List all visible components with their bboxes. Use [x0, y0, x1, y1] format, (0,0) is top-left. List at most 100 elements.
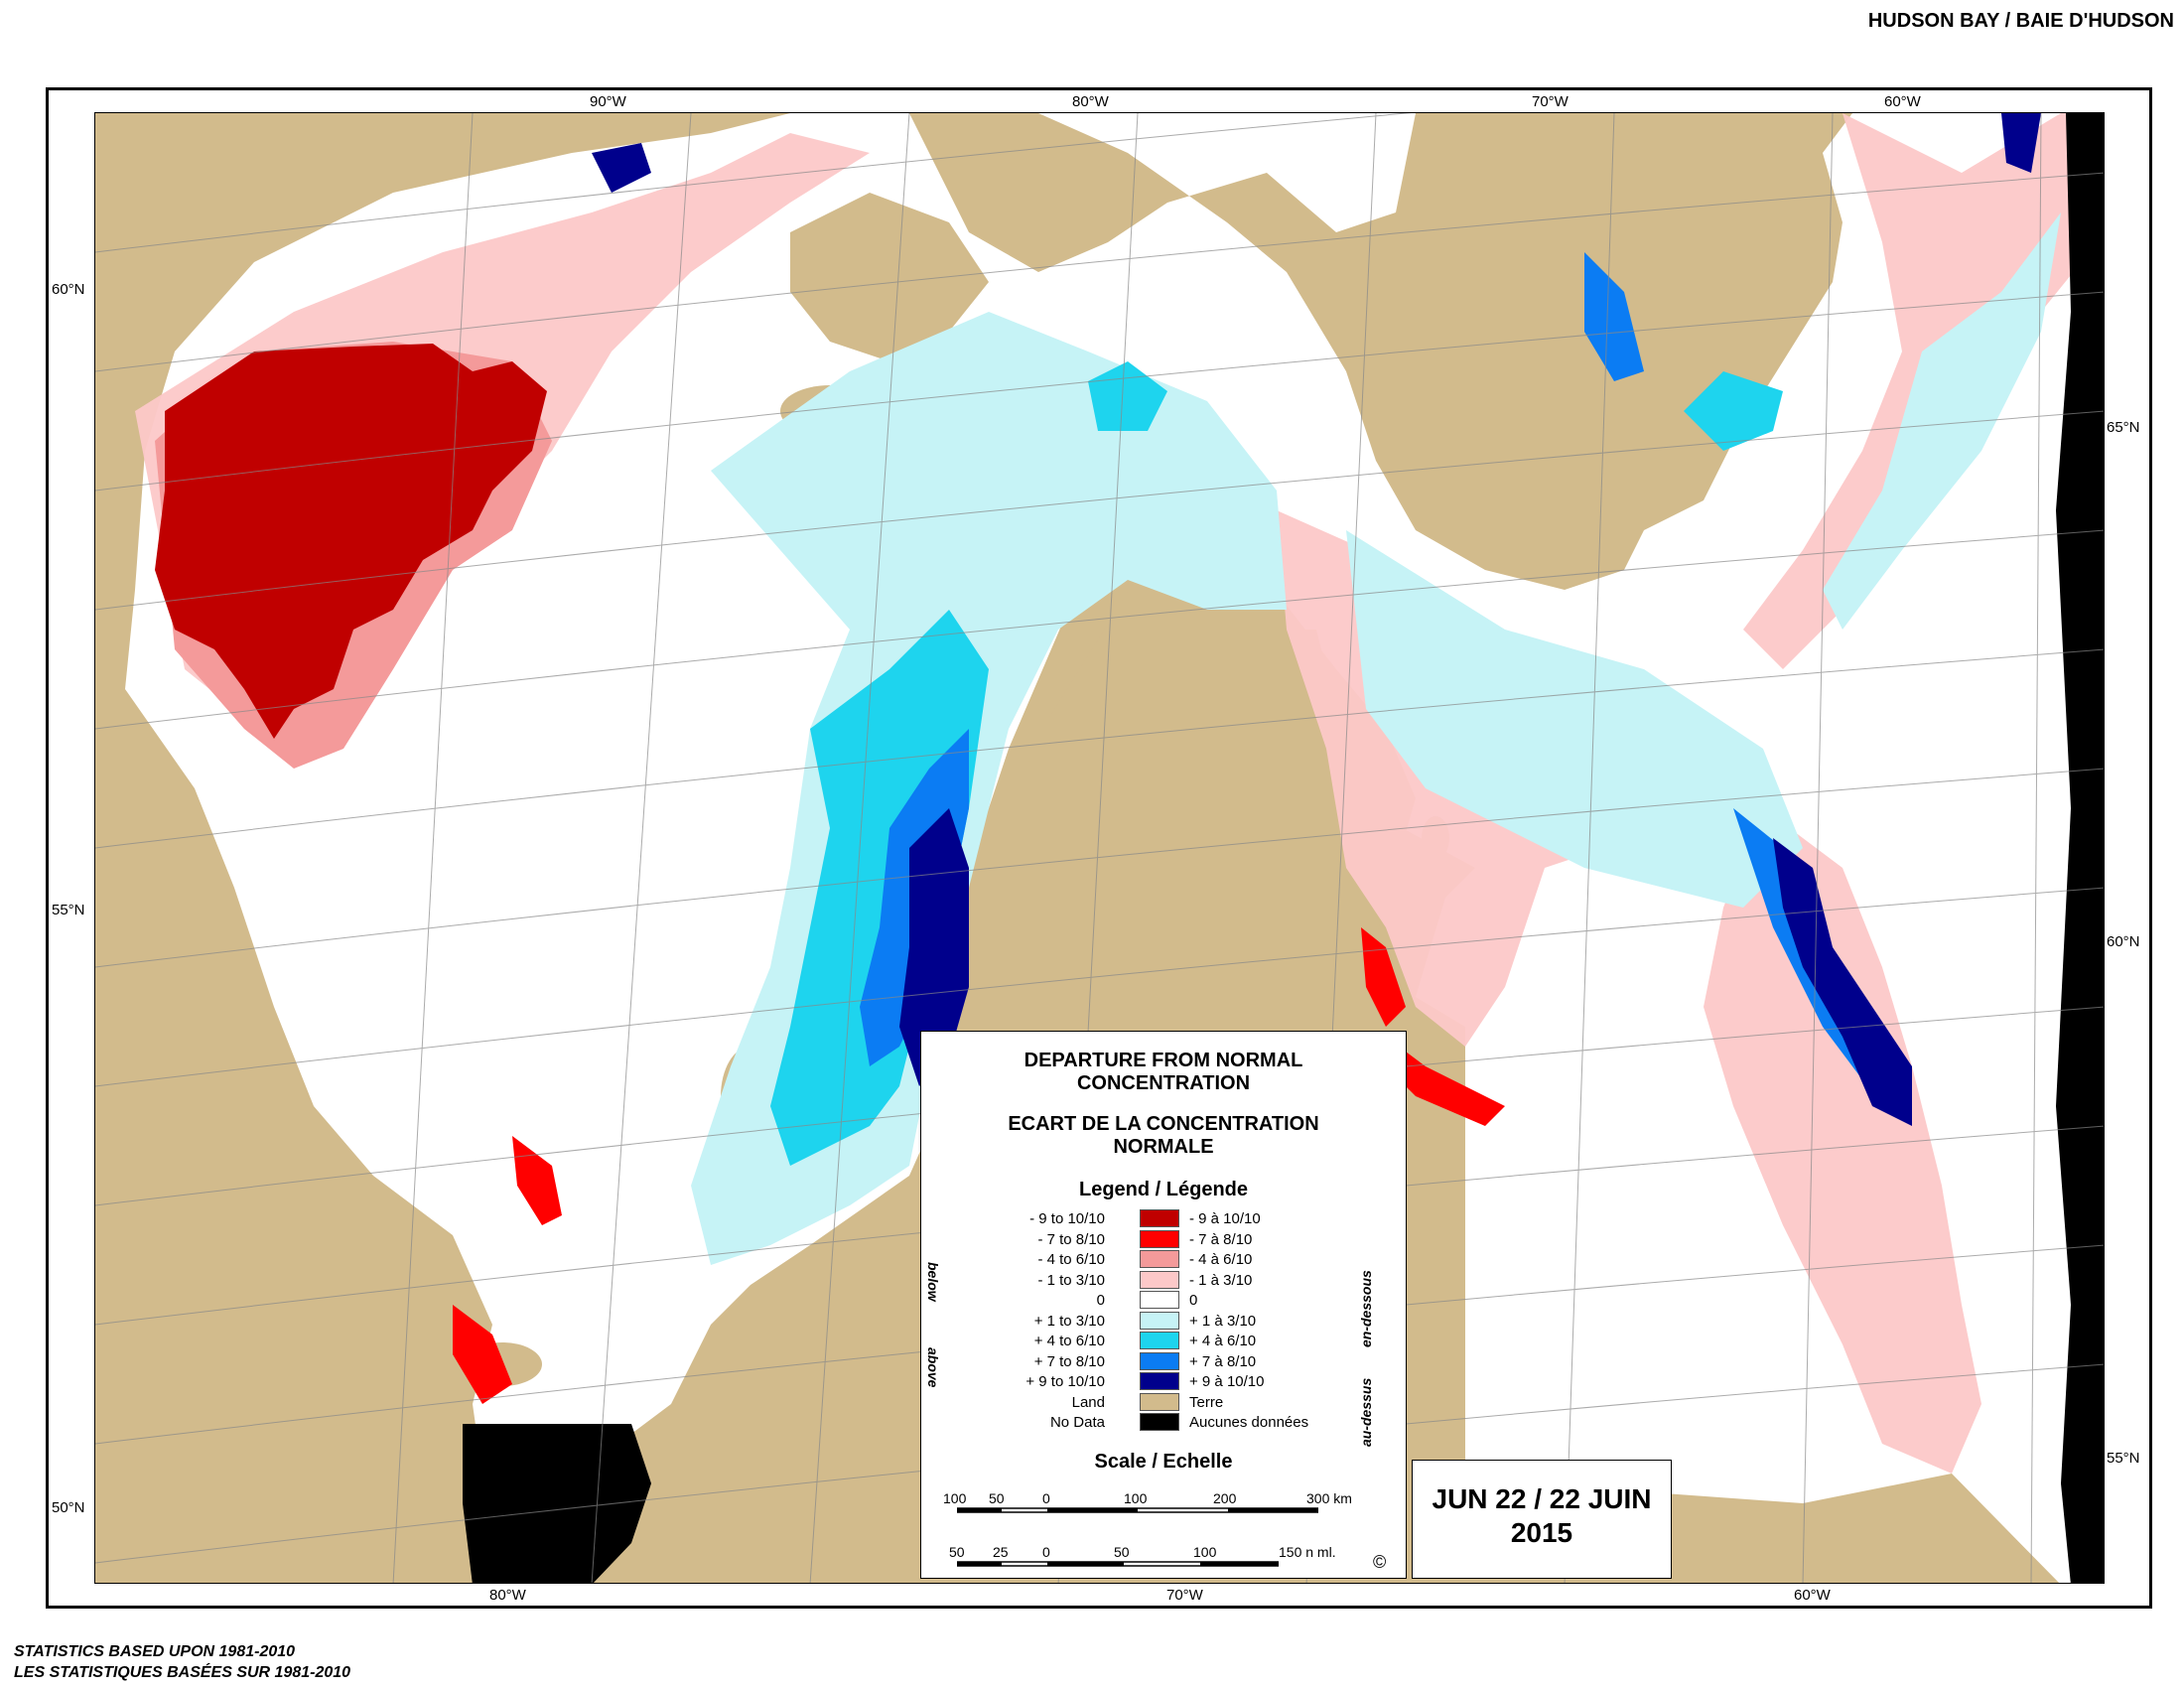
- legend-label-en: - 9 to 10/10: [1029, 1210, 1105, 1227]
- legend-row: - 1 to 3/10 - 1 à 3/10: [921, 1270, 1406, 1291]
- scale-heading: Scale / Echelle: [1094, 1451, 1233, 1473]
- ice-zone-above-1-3: [1823, 212, 2061, 630]
- ice-zone-above-9-10: [1773, 838, 1912, 1126]
- legend-row: + 4 to 6/10 + 4 à 6/10: [921, 1331, 1406, 1351]
- lat-label-left: 60°N: [52, 281, 85, 298]
- legend-row: - 7 to 8/10 - 7 à 8/10: [921, 1229, 1406, 1250]
- ice-zone-below-1-3: [1704, 808, 1981, 1474]
- legend-title-en: DEPARTURE FROM NORMAL CONCENTRATION: [1024, 1050, 1303, 1094]
- legend-row: + 9 to 10/10 + 9 à 10/10: [921, 1371, 1406, 1392]
- legend-label-fr: - 9 à 10/10: [1189, 1210, 1261, 1227]
- ice-zone-below-7-8: [1361, 927, 1406, 1027]
- legend-row: - 4 to 6/10 - 4 à 6/10: [921, 1249, 1406, 1270]
- legend-swatch: [1140, 1392, 1179, 1411]
- scale-km-tick: 0: [1042, 1490, 1050, 1506]
- lon-label-bottom: 70°W: [1166, 1587, 1203, 1604]
- scale-km-tick: 100: [943, 1490, 967, 1506]
- lat-label-right: 65°N: [2107, 419, 2140, 436]
- lat-label-left: 55°N: [52, 902, 85, 918]
- legend-label-fr: + 9 à 10/10: [1189, 1373, 1265, 1390]
- legend-title-fr: ECART DE LA CONCENTRATION NORMALE: [1008, 1113, 1319, 1158]
- ice-zone-above-9-10: [592, 143, 651, 193]
- footer-statistics-fr: LES STATISTIQUES BASÉES SUR 1981-2010: [14, 1664, 351, 1681]
- legend-label-en: No Data: [1049, 1414, 1105, 1431]
- southampton-island: [790, 193, 989, 361]
- ice-zone-above-4-6: [770, 610, 989, 1166]
- legend-swatch: [1140, 1229, 1179, 1248]
- legend-label-en: + 9 to 10/10: [1025, 1373, 1105, 1390]
- legend-label-en: + 1 to 3/10: [1033, 1312, 1105, 1330]
- legend-label-fr: + 1 à 3/10: [1189, 1312, 1257, 1330]
- legend-swatch: [1140, 1250, 1179, 1268]
- legend-swatch: [1140, 1413, 1179, 1431]
- lon-label-top: 70°W: [1532, 93, 1569, 110]
- ice-zone-above-9-10: [899, 808, 969, 1086]
- scale-nmi-tick: 50: [1114, 1544, 1130, 1560]
- legend-label-en: - 4 to 6/10: [1037, 1251, 1105, 1268]
- ice-zone-below-9-10: [155, 344, 547, 739]
- legend-heading: Legend / Légende: [1078, 1179, 1249, 1200]
- legend-label-fr: + 7 à 8/10: [1189, 1352, 1257, 1370]
- legend-swatch: [1140, 1332, 1179, 1349]
- scale-km-tick: 300 km: [1306, 1490, 1352, 1506]
- legend-swatch: [1140, 1311, 1179, 1330]
- scale-nmi-tick: 50: [949, 1544, 965, 1560]
- lon-label-top: 80°W: [1072, 93, 1109, 110]
- ice-zone-above-7-8: [1584, 252, 1644, 381]
- baffin-island: [909, 113, 1852, 590]
- lat-label-right: 55°N: [2107, 1450, 2140, 1467]
- lon-label-top: 90°W: [590, 93, 626, 110]
- legend-row: + 7 to 8/10 + 7 à 8/10: [921, 1351, 1406, 1372]
- legend-row: Land Terre: [921, 1392, 1406, 1413]
- scale-nmi-tick: 150 n ml.: [1279, 1544, 1336, 1560]
- date-year: 2015: [1510, 1517, 1573, 1548]
- legend-label-en: + 7 to 8/10: [1033, 1352, 1105, 1370]
- legend-label-en: - 1 to 3/10: [1037, 1271, 1105, 1289]
- legend-row: + 1 to 3/10 + 1 à 3/10: [921, 1311, 1406, 1332]
- legend-label-fr: + 4 à 6/10: [1189, 1333, 1257, 1349]
- legend-swatch: [1140, 1351, 1179, 1370]
- scale-km-tick: 50: [989, 1490, 1005, 1506]
- scale-km-tick: 200: [1213, 1490, 1237, 1506]
- ice-zone-below-7-8: [1386, 1037, 1505, 1126]
- legend-panel: DEPARTURE FROM NORMAL CONCENTRATION ECAR…: [920, 1031, 1407, 1579]
- legend-label-fr: Terre: [1189, 1393, 1224, 1411]
- legend-label-fr: - 4 à 6/10: [1189, 1251, 1253, 1268]
- ice-zone-above-9-10: [2001, 113, 2041, 173]
- ice-zone-below-7-8: [453, 1305, 512, 1404]
- scale-km-tick: 100: [1124, 1490, 1148, 1506]
- legend-label-en: + 4 to 6/10: [1033, 1333, 1105, 1349]
- ice-zone-above-4-6: [1684, 371, 1783, 451]
- scale-bars: [957, 1507, 1318, 1567]
- date-panel: JUN 22 / 22 JUIN 2015: [1412, 1460, 1672, 1579]
- legend-label-en: Land: [1071, 1393, 1105, 1411]
- no-data-strip: [2056, 113, 2104, 1583]
- legend-swatch: [1140, 1291, 1179, 1309]
- region-title: HUDSON BAY / BAIE D'HUDSON: [1867, 10, 2174, 32]
- legend-swatch: [1140, 1209, 1179, 1227]
- ice-zone-above-1-3: [1346, 530, 1803, 908]
- copyright-symbol: ©: [1373, 1552, 1387, 1572]
- lat-label-right: 60°N: [2107, 933, 2140, 950]
- legend-row: - 9 to 10/10 - 9 à 10/10: [921, 1208, 1406, 1229]
- lon-label-bottom: 80°W: [489, 1587, 526, 1604]
- legend-swatch: [1140, 1372, 1179, 1390]
- legend-label-en: 0: [1096, 1292, 1105, 1309]
- legend-swatch: [1140, 1270, 1179, 1289]
- legend-label-fr: - 7 à 8/10: [1189, 1230, 1253, 1248]
- footer-statistics-en: STATISTICS BASED UPON 1981-2010: [14, 1643, 296, 1660]
- lon-label-top: 60°W: [1884, 93, 1921, 110]
- legend-row: No Data Aucunes données: [921, 1412, 1406, 1433]
- no-data-area: [463, 1424, 651, 1583]
- scale-nmi-tick: 100: [1193, 1544, 1217, 1560]
- ice-zone-below-7-8: [512, 1136, 562, 1225]
- legend-label-fr: Aucunes données: [1189, 1414, 1309, 1431]
- scale-nmi-tick: 25: [993, 1544, 1009, 1560]
- date-line: JUN 22 / 22 JUIN: [1432, 1483, 1652, 1514]
- legend-label-en: - 7 to 8/10: [1037, 1230, 1105, 1248]
- legend-label-fr: 0: [1189, 1292, 1198, 1309]
- ice-zone-above-4-6: [1088, 361, 1167, 431]
- legend-label-fr: - 1 à 3/10: [1189, 1271, 1253, 1289]
- lat-label-left: 50°N: [52, 1499, 85, 1516]
